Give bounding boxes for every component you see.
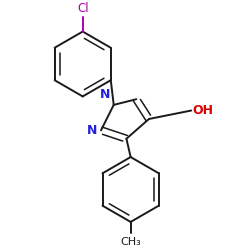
Text: N: N (86, 124, 97, 137)
Text: CH₃: CH₃ (120, 238, 141, 248)
Text: N: N (100, 88, 110, 102)
Text: OH: OH (193, 104, 214, 117)
Text: Cl: Cl (77, 2, 88, 15)
